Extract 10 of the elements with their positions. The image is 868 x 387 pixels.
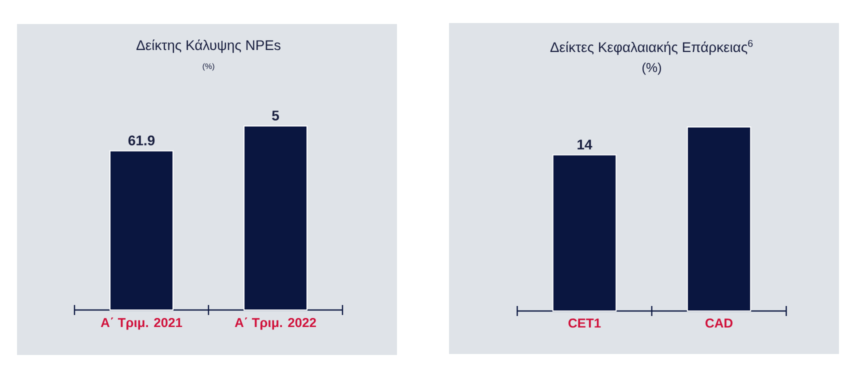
x-tick-label: Α΄ Τριμ. 2021 bbox=[100, 318, 182, 330]
x-tick-label: CET1 bbox=[568, 318, 601, 328]
chart-title: Δείκτες Κεφαλαιακής Επάρκειας$^{6}$ bbox=[550, 40, 753, 55]
chart-subtitle: (%) bbox=[642, 62, 662, 75]
x-tick-label: Α΄ Τριμ. 2022 bbox=[234, 318, 316, 330]
x-tick-label: CAD bbox=[706, 318, 732, 328]
data-label: 14 bbox=[578, 140, 592, 150]
annotation: 5 bbox=[272, 110, 279, 120]
chart-title: Δείκτης Κάλυψης NPEs bbox=[136, 39, 280, 53]
data-label: 61.9 bbox=[128, 136, 155, 146]
